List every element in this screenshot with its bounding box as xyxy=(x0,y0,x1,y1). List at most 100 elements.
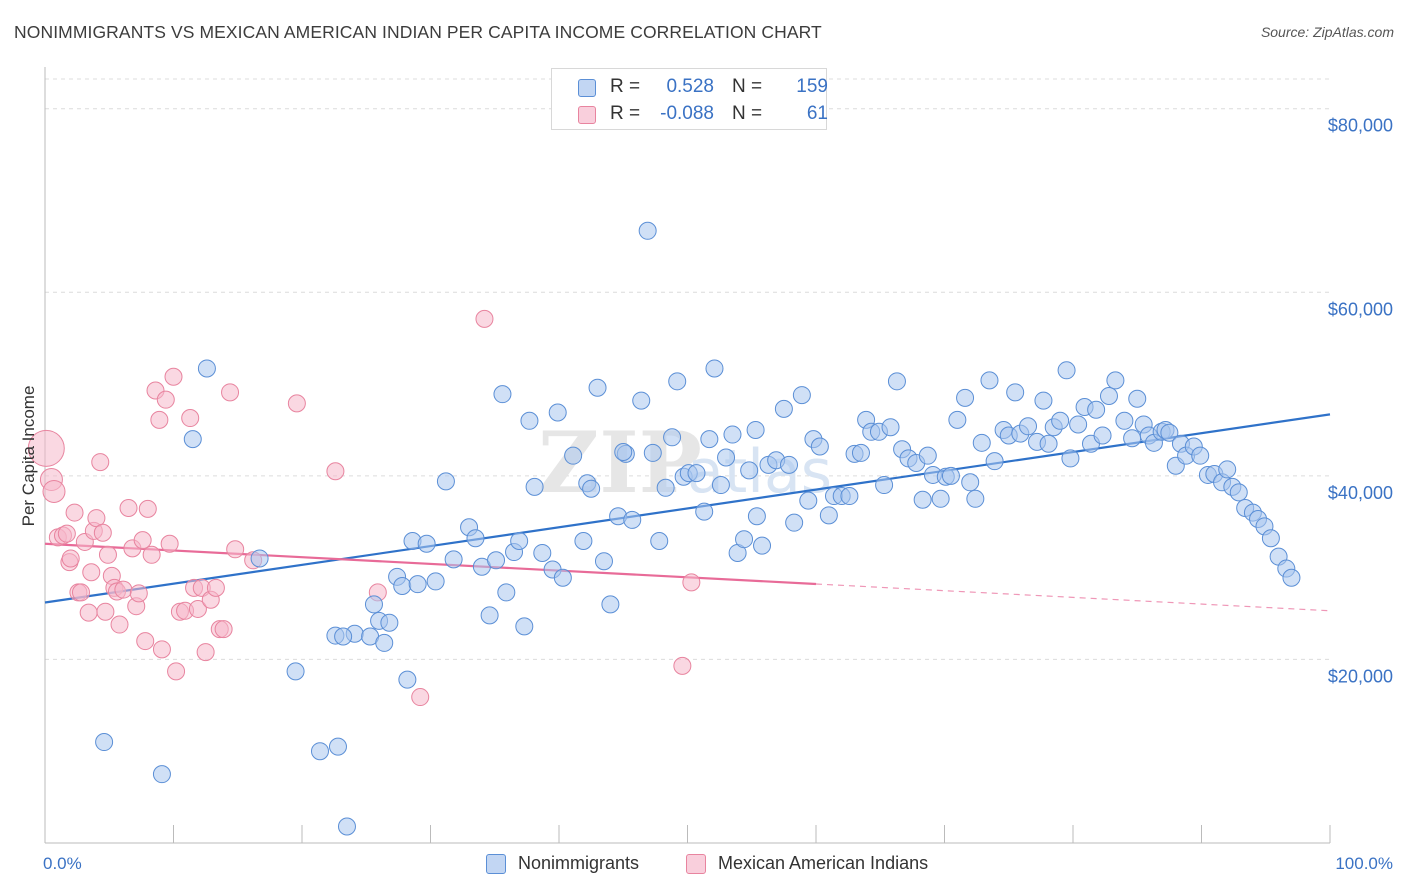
nonimmigrants-point xyxy=(1229,483,1248,502)
mexican-american-indians-point xyxy=(673,656,692,675)
n-value: 61 xyxy=(806,103,828,124)
legend-swatch-pink xyxy=(686,854,706,874)
nonimmigrants-point xyxy=(1191,446,1210,465)
chart-title: NONIMMIGRANTS VS MEXICAN AMERICAN INDIAN… xyxy=(14,22,822,42)
mexican-american-indians-point xyxy=(91,453,110,472)
nonimmigrants-point xyxy=(594,552,613,571)
nonimmigrants-point xyxy=(250,549,269,568)
nonimmigrants-point xyxy=(553,568,572,587)
mexican-american-indians-point xyxy=(27,429,65,467)
nonimmigrants-point xyxy=(695,502,714,521)
mexican-american-indians-point xyxy=(96,602,115,621)
nonimmigrants-point xyxy=(1061,449,1080,468)
nonimmigrants-point xyxy=(656,478,675,497)
axis-labels: Per Capita Income $20,000 $40,000 $60,000 $… xyxy=(19,116,1393,873)
mexican-american-indians-point xyxy=(42,479,66,503)
nonimmigrants-point xyxy=(792,386,811,405)
x-tick-label-max: 100.0% xyxy=(1335,854,1393,873)
nonimmigrants-point xyxy=(663,428,682,447)
mexican-american-indians-point xyxy=(142,545,161,564)
nonimmigrants-point xyxy=(985,452,1004,471)
nonimmigrants-point xyxy=(774,399,793,418)
trend-line-mexican-american-indians-extension xyxy=(815,583,1331,612)
nonimmigrants-point xyxy=(632,391,651,410)
mexican-american-indians-point xyxy=(57,524,76,543)
mexican-american-indians-point xyxy=(196,643,215,662)
y-tick-label: $80,000 xyxy=(1328,116,1393,136)
nonimmigrants-point xyxy=(1261,529,1280,548)
nonimmigrants-point xyxy=(700,430,719,449)
mexican-american-indians-point xyxy=(226,540,245,559)
nonimmigrants-point xyxy=(717,448,736,467)
nonimmigrants-point xyxy=(337,817,356,836)
mexican-american-indians-point xyxy=(138,499,157,518)
nonimmigrants-point xyxy=(735,530,754,549)
nonimmigrants-point xyxy=(785,513,804,532)
nonimmigrants-point xyxy=(887,372,906,391)
mexican-american-indians-point xyxy=(475,309,494,328)
trend-line-nonimmigrants xyxy=(44,413,1331,604)
legend-label: Nonimmigrants xyxy=(518,853,640,873)
nonimmigrants-point xyxy=(918,446,937,465)
mexican-american-indians-point xyxy=(188,599,207,618)
watermark: ZIP atlas xyxy=(538,413,832,512)
source-label: Source: ZipAtlas.com xyxy=(1260,24,1394,40)
nonimmigrants-point xyxy=(152,765,171,784)
r-label: R = xyxy=(610,103,641,124)
nonimmigrants-point xyxy=(840,487,859,506)
mexican-american-indians-point xyxy=(61,549,80,568)
nonimmigrants-point xyxy=(520,411,539,430)
x-tick-label-min: 0.0% xyxy=(43,854,82,873)
nonimmigrants-point xyxy=(956,388,975,407)
nonimmigrants-point xyxy=(1282,568,1301,587)
nonimmigrants-point xyxy=(980,371,999,390)
mexican-american-indians-point xyxy=(129,584,148,603)
nonimmigrants-point xyxy=(948,410,967,429)
nonimmigrants-point xyxy=(480,606,499,625)
nonimmigrants-point xyxy=(623,510,642,529)
nonimmigrants-point xyxy=(799,491,818,510)
mexican-american-indians-point xyxy=(156,390,175,409)
series-nonimmigrants xyxy=(95,221,1301,836)
mexican-american-indians-point xyxy=(167,662,186,681)
nonimmigrants-point xyxy=(564,446,583,465)
nonimmigrants-point xyxy=(1160,423,1179,442)
nonimmigrants-point xyxy=(426,572,445,591)
mexican-american-indians-point xyxy=(150,410,169,429)
nonimmigrants-point xyxy=(1039,434,1058,453)
nonimmigrants-point xyxy=(1128,389,1147,408)
mexican-american-indians-point xyxy=(119,498,138,517)
nonimmigrants-point xyxy=(548,403,567,422)
nonimmigrants-point xyxy=(310,742,329,761)
nonimmigrants-point xyxy=(1057,361,1076,380)
nonimmigrants-point xyxy=(398,670,417,689)
y-tick-label: $20,000 xyxy=(1328,666,1393,686)
r-value: 0.528 xyxy=(666,76,714,97)
mexican-american-indians-point xyxy=(152,640,171,659)
n-label: N = xyxy=(732,76,763,97)
nonimmigrants-point xyxy=(601,595,620,614)
nonimmigrants-point xyxy=(466,529,485,548)
nonimmigrants-point xyxy=(533,543,552,562)
mexican-american-indians-point xyxy=(114,580,133,599)
nonimmigrants-point xyxy=(364,595,383,614)
mexican-american-indians-point xyxy=(206,578,225,597)
legend-swatch-blue xyxy=(486,854,506,874)
nonimmigrants-point xyxy=(525,477,544,496)
mexican-american-indians-point xyxy=(71,583,90,602)
y-tick-label: $60,000 xyxy=(1328,299,1393,319)
nonimmigrants-point xyxy=(197,359,216,378)
nonimmigrants-point xyxy=(881,418,900,437)
nonimmigrants-point xyxy=(417,534,436,553)
mexican-american-indians-point xyxy=(136,632,155,651)
mexican-american-indians-point xyxy=(93,523,112,542)
nonimmigrants-point xyxy=(740,461,759,480)
mexican-american-indians-point xyxy=(682,573,701,592)
nonimmigrants-point xyxy=(408,575,427,594)
nonimmigrants-point xyxy=(574,532,593,551)
grid-lines xyxy=(45,78,1330,660)
nonimmigrants-point xyxy=(380,613,399,632)
nonimmigrants-point xyxy=(1123,429,1142,448)
nonimmigrants-point xyxy=(747,507,766,526)
